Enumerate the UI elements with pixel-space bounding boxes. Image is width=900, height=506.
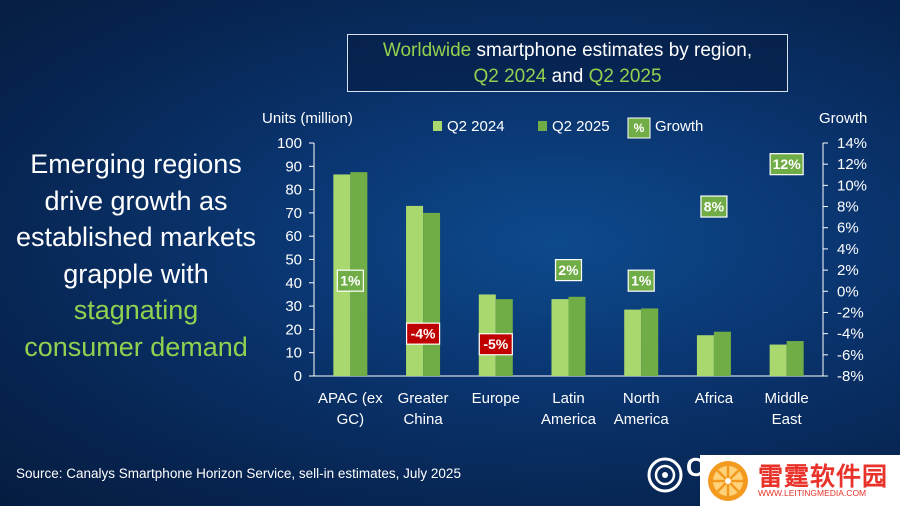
legend-label-growth: Growth <box>655 118 703 135</box>
growth-label-box <box>478 333 513 356</box>
watermark-url: WWW.LEITINGMEDIA.COM <box>758 488 867 498</box>
title-line-2: Q2 2024 and Q2 2025 <box>348 64 787 90</box>
y-tick-label: 50 <box>285 252 302 269</box>
y-tick-label: 80 <box>285 182 302 199</box>
legend-swatch-q2025 <box>538 121 547 131</box>
y-tick-label: 30 <box>285 298 302 315</box>
x-tick-label: America <box>541 411 597 428</box>
y2-tick-label: 4% <box>837 241 859 258</box>
growth-label: 1% <box>631 273 652 289</box>
chart-title-box: Worldwide smartphone estimates by region… <box>347 34 788 92</box>
growth-label: 8% <box>704 199 725 215</box>
growth-label: 1% <box>340 273 361 289</box>
y-tick-label: 10 <box>285 345 302 362</box>
bar-q2025 <box>568 296 586 376</box>
x-tick-label: Europe <box>472 390 520 407</box>
x-tick-label: North <box>623 390 660 407</box>
growth-label-box <box>554 258 583 282</box>
legend-swatch-growth <box>627 117 651 139</box>
y2-tick-label: -6% <box>837 347 864 364</box>
y2-tick-label: 12% <box>837 156 867 173</box>
growth-label-box <box>700 195 728 218</box>
y-tick-label: 100 <box>277 135 302 152</box>
bar-q2025 <box>641 308 659 376</box>
bar-q2025 <box>423 212 441 376</box>
title-highlight: Worldwide <box>382 40 472 61</box>
growth-label: -4% <box>411 326 436 342</box>
watermark: 雷霆软件园 WWW.LEITINGMEDIA.COM <box>700 455 900 506</box>
x-tick-label: GC) <box>337 411 365 428</box>
y-tick-label: 40 <box>285 275 302 292</box>
legend-growth-symbol: % <box>634 121 645 135</box>
x-tick-label: China <box>403 411 443 428</box>
y2-tick-label: -4% <box>837 326 864 343</box>
x-tick-label: Greater <box>398 390 449 407</box>
y2-tick-label: 10% <box>837 177 867 194</box>
source-note: Source: Canalys Smartphone Horizon Servi… <box>16 466 461 481</box>
x-tick-label: APAC (ex <box>318 390 383 407</box>
y2-tick-label: 8% <box>837 199 859 216</box>
y2-tick-label: 0% <box>837 283 859 300</box>
bar-q2024 <box>624 309 642 376</box>
x-tick-label: Middle <box>765 390 809 407</box>
y2-axis-title: Growth <box>819 110 867 127</box>
title-q2025: Q2 2025 <box>588 66 662 87</box>
x-tick-label: Africa <box>695 390 734 407</box>
x-tick-label: East <box>772 411 803 428</box>
title-q2024: Q2 2024 <box>473 66 547 87</box>
growth-label: -5% <box>483 336 508 352</box>
y-tick-label: 20 <box>285 321 302 338</box>
headline: Emerging regions drive growth as establi… <box>14 146 258 365</box>
bar-q2024 <box>551 299 569 376</box>
canalys-logo-icon <box>647 457 683 493</box>
y-tick-label: 0 <box>294 368 302 385</box>
bar-q2024 <box>696 335 714 376</box>
growth-label-box <box>336 269 364 292</box>
headline-plain: Emerging regions drive growth as establi… <box>15 149 257 289</box>
x-tick-label: Latin <box>552 390 585 407</box>
bar-q2025 <box>713 331 731 376</box>
bar-q2025 <box>786 341 804 376</box>
headline-highlight: stagnating consumer demand <box>24 295 248 362</box>
orange-slice-icon <box>708 461 748 501</box>
x-tick-label: America <box>614 411 670 428</box>
y-tick-label: 90 <box>285 158 302 175</box>
legend-swatch-q2024 <box>433 121 442 131</box>
title-line-1: Worldwide smartphone estimates by region… <box>348 38 787 64</box>
y-axis-title: Units (million) <box>262 110 353 127</box>
y-tick-label: 60 <box>285 228 302 245</box>
growth-label: 2% <box>558 262 579 278</box>
growth-label-box <box>405 322 441 345</box>
y2-tick-label: 14% <box>837 135 867 152</box>
watermark-text: 雷霆软件园 <box>758 463 889 491</box>
growth-label-box <box>769 153 804 176</box>
growth-label: 12% <box>773 156 802 172</box>
title-and: and <box>546 66 589 87</box>
y2-tick-label: -8% <box>837 368 864 385</box>
legend-label-q2025: Q2 2025 <box>552 118 610 135</box>
bar-q2024 <box>406 205 424 376</box>
y2-tick-label: 2% <box>837 262 859 279</box>
legend-label-q2024: Q2 2024 <box>447 118 505 135</box>
y-tick-label: 70 <box>285 205 302 222</box>
title-rest: smartphone estimates by region, <box>471 40 753 61</box>
y2-tick-label: -2% <box>837 304 864 321</box>
bar-q2024 <box>769 344 787 376</box>
growth-label-box <box>627 269 655 292</box>
y2-tick-label: 6% <box>837 220 859 237</box>
